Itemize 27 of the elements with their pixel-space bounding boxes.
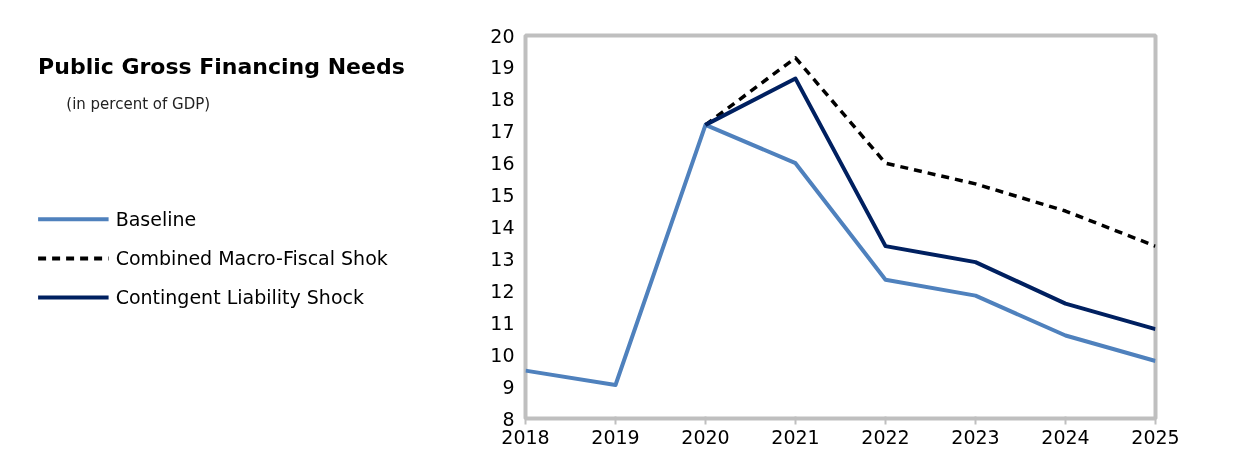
y-tick-label: 10 bbox=[490, 343, 515, 366]
y-tick-label: 11 bbox=[490, 311, 515, 334]
y-tick-label: 18 bbox=[490, 88, 515, 111]
line-series bbox=[703, 56, 1156, 248]
x-tick-label: 2023 bbox=[951, 425, 1000, 448]
x-tick-label: 2025 bbox=[1131, 425, 1180, 448]
y-tick-label: 17 bbox=[490, 120, 515, 143]
x-tick-label: 2020 bbox=[681, 425, 730, 448]
line-series bbox=[703, 76, 1156, 332]
y-tick-label: 15 bbox=[490, 184, 515, 207]
y-tick-label: 14 bbox=[490, 216, 515, 238]
legend-label: Combined Macro-Fiscal Shok bbox=[115, 247, 388, 270]
y-tick-label: 20 bbox=[490, 24, 515, 47]
y-tick-label: 9 bbox=[502, 375, 515, 398]
x-tick-label: 2021 bbox=[771, 425, 820, 448]
x-tick-label: 2024 bbox=[1041, 425, 1090, 448]
y-tick-label: 12 bbox=[490, 279, 515, 302]
y-tick-label: 19 bbox=[490, 56, 515, 79]
x-tick-label: 2019 bbox=[591, 425, 640, 448]
x-tick-label: 2022 bbox=[861, 425, 910, 448]
legend-label: Contingent Liability Shock bbox=[115, 286, 364, 309]
y-tick-label: 13 bbox=[490, 247, 515, 270]
legend-label: Baseline bbox=[115, 208, 197, 231]
line-series bbox=[525, 122, 1156, 387]
text: Public Gross Financing Needs bbox=[38, 53, 405, 79]
y-tick-label: 16 bbox=[490, 152, 515, 175]
text: (in percent of GDP) bbox=[66, 95, 211, 114]
